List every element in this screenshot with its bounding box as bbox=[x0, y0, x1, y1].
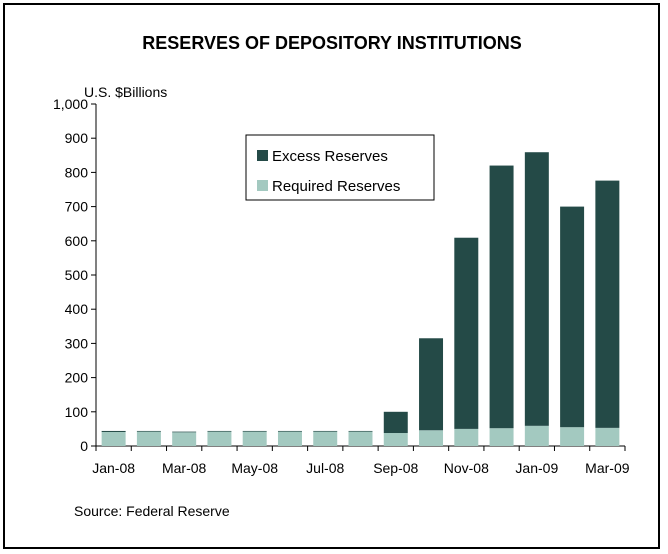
y-tick-label: 200 bbox=[65, 370, 89, 386]
y-axis-label: U.S. $Billions bbox=[84, 84, 167, 100]
bar-excess bbox=[348, 430, 373, 432]
bar-required bbox=[136, 431, 161, 446]
x-tick-label: Sep-08 bbox=[373, 460, 418, 476]
y-tick-label: 400 bbox=[65, 301, 89, 317]
bar-required bbox=[207, 431, 232, 446]
legend-swatch bbox=[257, 180, 268, 191]
legend-label: Required Reserves bbox=[272, 178, 400, 195]
bar-excess bbox=[242, 430, 267, 432]
bar-required bbox=[524, 425, 549, 446]
bar-required bbox=[489, 428, 514, 446]
y-tick-label: 0 bbox=[80, 438, 88, 454]
x-tick-label: Nov-08 bbox=[444, 460, 489, 476]
legend-swatch bbox=[257, 150, 268, 161]
bar-excess bbox=[383, 411, 408, 434]
bar-required bbox=[313, 431, 338, 446]
bar-excess bbox=[489, 165, 514, 429]
bar-excess bbox=[277, 430, 302, 432]
bar-excess bbox=[172, 431, 197, 433]
legend-box bbox=[245, 134, 435, 201]
bar-required bbox=[242, 431, 267, 446]
chart-frame bbox=[3, 3, 660, 549]
y-tick-label: 500 bbox=[65, 267, 89, 283]
bar-required bbox=[419, 430, 444, 446]
bar-excess bbox=[454, 237, 479, 429]
bar-excess bbox=[524, 152, 549, 426]
bar-required bbox=[101, 431, 126, 446]
y-tick-label: 700 bbox=[65, 199, 89, 215]
x-tick-label: Jan-08 bbox=[92, 460, 135, 476]
bar-required bbox=[277, 431, 302, 446]
x-tick-label: Mar-08 bbox=[162, 460, 207, 476]
bar-required bbox=[383, 433, 408, 446]
x-tick-label: Jul-08 bbox=[306, 460, 344, 476]
bar-excess bbox=[207, 430, 232, 432]
bar-required bbox=[595, 427, 620, 446]
bar-required bbox=[172, 432, 197, 446]
y-tick-label: 900 bbox=[65, 130, 89, 146]
legend-label: Excess Reserves bbox=[272, 148, 388, 165]
bar-excess bbox=[595, 180, 620, 428]
bar-excess bbox=[136, 430, 161, 432]
source-note: Source: Federal Reserve bbox=[74, 503, 230, 519]
bar-excess bbox=[101, 430, 126, 432]
x-tick-label: May-08 bbox=[231, 460, 278, 476]
chart-title: RESERVES OF DEPOSITORY INSTITUTIONS bbox=[142, 33, 522, 53]
x-tick-label: Mar-09 bbox=[585, 460, 630, 476]
y-tick-label: 1,000 bbox=[53, 96, 88, 112]
bar-required bbox=[454, 428, 479, 446]
bar-excess bbox=[313, 430, 338, 432]
bar-required bbox=[560, 427, 585, 446]
bar-excess bbox=[419, 338, 444, 431]
bar-required bbox=[348, 431, 373, 446]
y-tick-label: 100 bbox=[65, 404, 89, 420]
legend: Excess Reserves Required Reserves bbox=[245, 134, 435, 201]
plot-area: 0 100 200 300 400 500 600 700 800 900 1,000 Jan-08 M… bbox=[53, 96, 630, 476]
y-tick-label: 300 bbox=[65, 335, 89, 351]
y-tick-label: 600 bbox=[65, 233, 89, 249]
bar-excess bbox=[560, 206, 585, 428]
y-tick-label: 800 bbox=[65, 164, 89, 180]
x-tick-label: Jan-09 bbox=[515, 460, 558, 476]
